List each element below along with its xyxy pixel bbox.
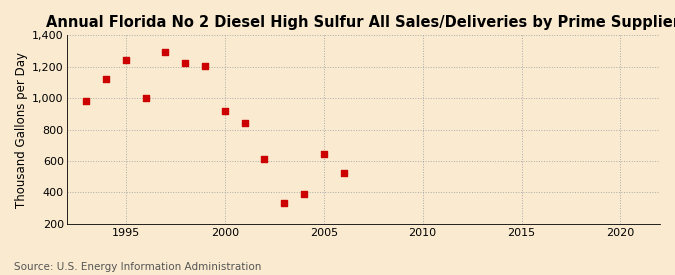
Point [101,77,111,81]
Point [298,192,309,196]
Point [319,152,329,156]
Point [140,96,151,100]
Point [279,201,290,206]
Point [239,120,250,125]
Point [219,109,230,113]
Point [81,99,92,103]
Point [338,170,349,175]
Point [180,60,190,65]
Y-axis label: Thousand Gallons per Day: Thousand Gallons per Day [15,52,28,208]
Title: Annual Florida No 2 Diesel High Sulfur All Sales/Deliveries by Prime Supplier: Annual Florida No 2 Diesel High Sulfur A… [47,15,675,30]
Point [121,58,132,63]
Text: Source: U.S. Energy Information Administration: Source: U.S. Energy Information Administ… [14,262,261,272]
Point [259,156,270,161]
Point [160,50,171,54]
Point [200,64,211,68]
